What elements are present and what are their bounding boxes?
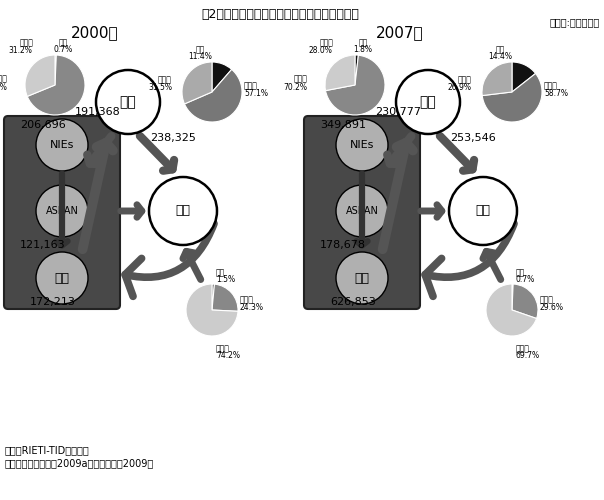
Text: 2007年: 2007年	[376, 25, 424, 40]
FancyArrowPatch shape	[125, 224, 214, 296]
Text: 349,891: 349,891	[320, 120, 366, 130]
Text: 28.0%: 28.0%	[308, 46, 332, 55]
Wedge shape	[325, 55, 355, 90]
Wedge shape	[482, 62, 512, 96]
Text: 121,163: 121,163	[20, 240, 66, 250]
Circle shape	[36, 252, 88, 304]
Text: 0.7%: 0.7%	[53, 45, 72, 54]
Wedge shape	[184, 70, 242, 122]
Text: 素財: 素財	[358, 38, 368, 47]
Text: ASEAN: ASEAN	[45, 206, 79, 216]
Text: 253,546: 253,546	[450, 133, 496, 143]
Text: 230,777: 230,777	[375, 107, 421, 117]
Wedge shape	[212, 284, 214, 310]
FancyBboxPatch shape	[304, 116, 420, 309]
Text: （単位:百万ドル）: （単位:百万ドル）	[550, 17, 600, 27]
Text: 素財: 素財	[216, 268, 225, 277]
Wedge shape	[326, 55, 385, 115]
Text: 2000年: 2000年	[71, 25, 119, 40]
Wedge shape	[212, 284, 238, 312]
Text: 626,853: 626,853	[330, 297, 376, 307]
Text: 中間財: 中間財	[0, 74, 7, 84]
Text: 中間財: 中間財	[293, 74, 307, 84]
Circle shape	[449, 177, 517, 245]
Text: 中間財: 中間財	[540, 296, 554, 304]
Wedge shape	[512, 284, 513, 310]
Text: 中間財: 中間財	[240, 296, 254, 304]
Text: 中間財: 中間財	[544, 82, 558, 90]
Circle shape	[149, 177, 217, 245]
Text: 素財: 素財	[516, 268, 525, 277]
Text: 最終財: 最終財	[516, 344, 530, 353]
Text: 69.7%: 69.7%	[516, 351, 540, 360]
Text: 74.2%: 74.2%	[216, 351, 240, 360]
Text: ASEAN: ASEAN	[345, 206, 379, 216]
Text: 素財: 素財	[495, 45, 504, 54]
FancyArrowPatch shape	[425, 224, 514, 296]
Circle shape	[36, 185, 88, 237]
Text: 14.4%: 14.4%	[488, 52, 512, 61]
Text: 191,368: 191,368	[75, 107, 121, 117]
Wedge shape	[482, 74, 542, 122]
Wedge shape	[25, 55, 55, 96]
Text: 中国: 中国	[355, 272, 370, 284]
Text: 図2　我が国、アジア諸国、欧米間の貿易構造: 図2 我が国、アジア諸国、欧米間の貿易構造	[201, 8, 359, 21]
Wedge shape	[355, 55, 358, 85]
Circle shape	[96, 70, 160, 134]
Text: 最終財: 最終財	[216, 344, 230, 353]
Text: 備考：RIETI-TIDから作成: 備考：RIETI-TIDから作成	[5, 445, 90, 455]
Wedge shape	[182, 62, 212, 104]
Wedge shape	[55, 55, 56, 85]
Text: 172,213: 172,213	[30, 297, 76, 307]
Wedge shape	[212, 62, 232, 92]
Wedge shape	[186, 284, 238, 336]
Text: 最終財: 最終財	[458, 76, 472, 84]
Wedge shape	[486, 284, 536, 336]
Text: 欧米: 欧米	[475, 204, 490, 218]
Text: 31.5%: 31.5%	[148, 84, 172, 92]
Text: 素財: 素財	[59, 38, 68, 47]
Text: 31.2%: 31.2%	[8, 46, 32, 55]
Wedge shape	[512, 284, 538, 318]
Text: 206,696: 206,696	[20, 120, 66, 130]
Text: 素財: 素財	[195, 45, 205, 54]
Circle shape	[396, 70, 460, 134]
Text: 11.4%: 11.4%	[188, 52, 212, 61]
Text: 最終財: 最終財	[320, 38, 334, 47]
Text: 0.7%: 0.7%	[516, 275, 535, 284]
Text: 29.6%: 29.6%	[540, 302, 564, 312]
Circle shape	[336, 252, 388, 304]
Circle shape	[336, 119, 388, 171]
Text: 中国: 中国	[54, 272, 69, 284]
Text: 日本: 日本	[120, 95, 137, 109]
Circle shape	[336, 185, 388, 237]
Text: 資料：経済産業省（2009a）「通商白書2009」: 資料：経済産業省（2009a）「通商白書2009」	[5, 458, 154, 468]
Text: 1.8%: 1.8%	[353, 45, 373, 54]
Text: 最終財: 最終財	[158, 76, 172, 84]
Text: 58.7%: 58.7%	[544, 90, 568, 98]
Text: 57.1%: 57.1%	[244, 90, 268, 98]
Text: NIEs: NIEs	[50, 140, 74, 150]
Text: 26.9%: 26.9%	[448, 84, 472, 92]
Wedge shape	[27, 55, 85, 115]
Wedge shape	[512, 62, 536, 92]
Text: 24.3%: 24.3%	[240, 302, 264, 312]
Circle shape	[36, 119, 88, 171]
Text: 最終財: 最終財	[20, 38, 34, 47]
Text: 238,325: 238,325	[150, 133, 196, 143]
Text: 1.5%: 1.5%	[216, 275, 235, 284]
Text: 70.2%: 70.2%	[283, 84, 307, 92]
Text: 68.1%: 68.1%	[0, 84, 7, 92]
Text: 日本: 日本	[420, 95, 436, 109]
Text: 欧米: 欧米	[176, 204, 190, 218]
FancyBboxPatch shape	[4, 116, 120, 309]
Text: 中間財: 中間財	[244, 82, 258, 90]
Text: NIEs: NIEs	[350, 140, 374, 150]
Text: 178,678: 178,678	[320, 240, 366, 250]
